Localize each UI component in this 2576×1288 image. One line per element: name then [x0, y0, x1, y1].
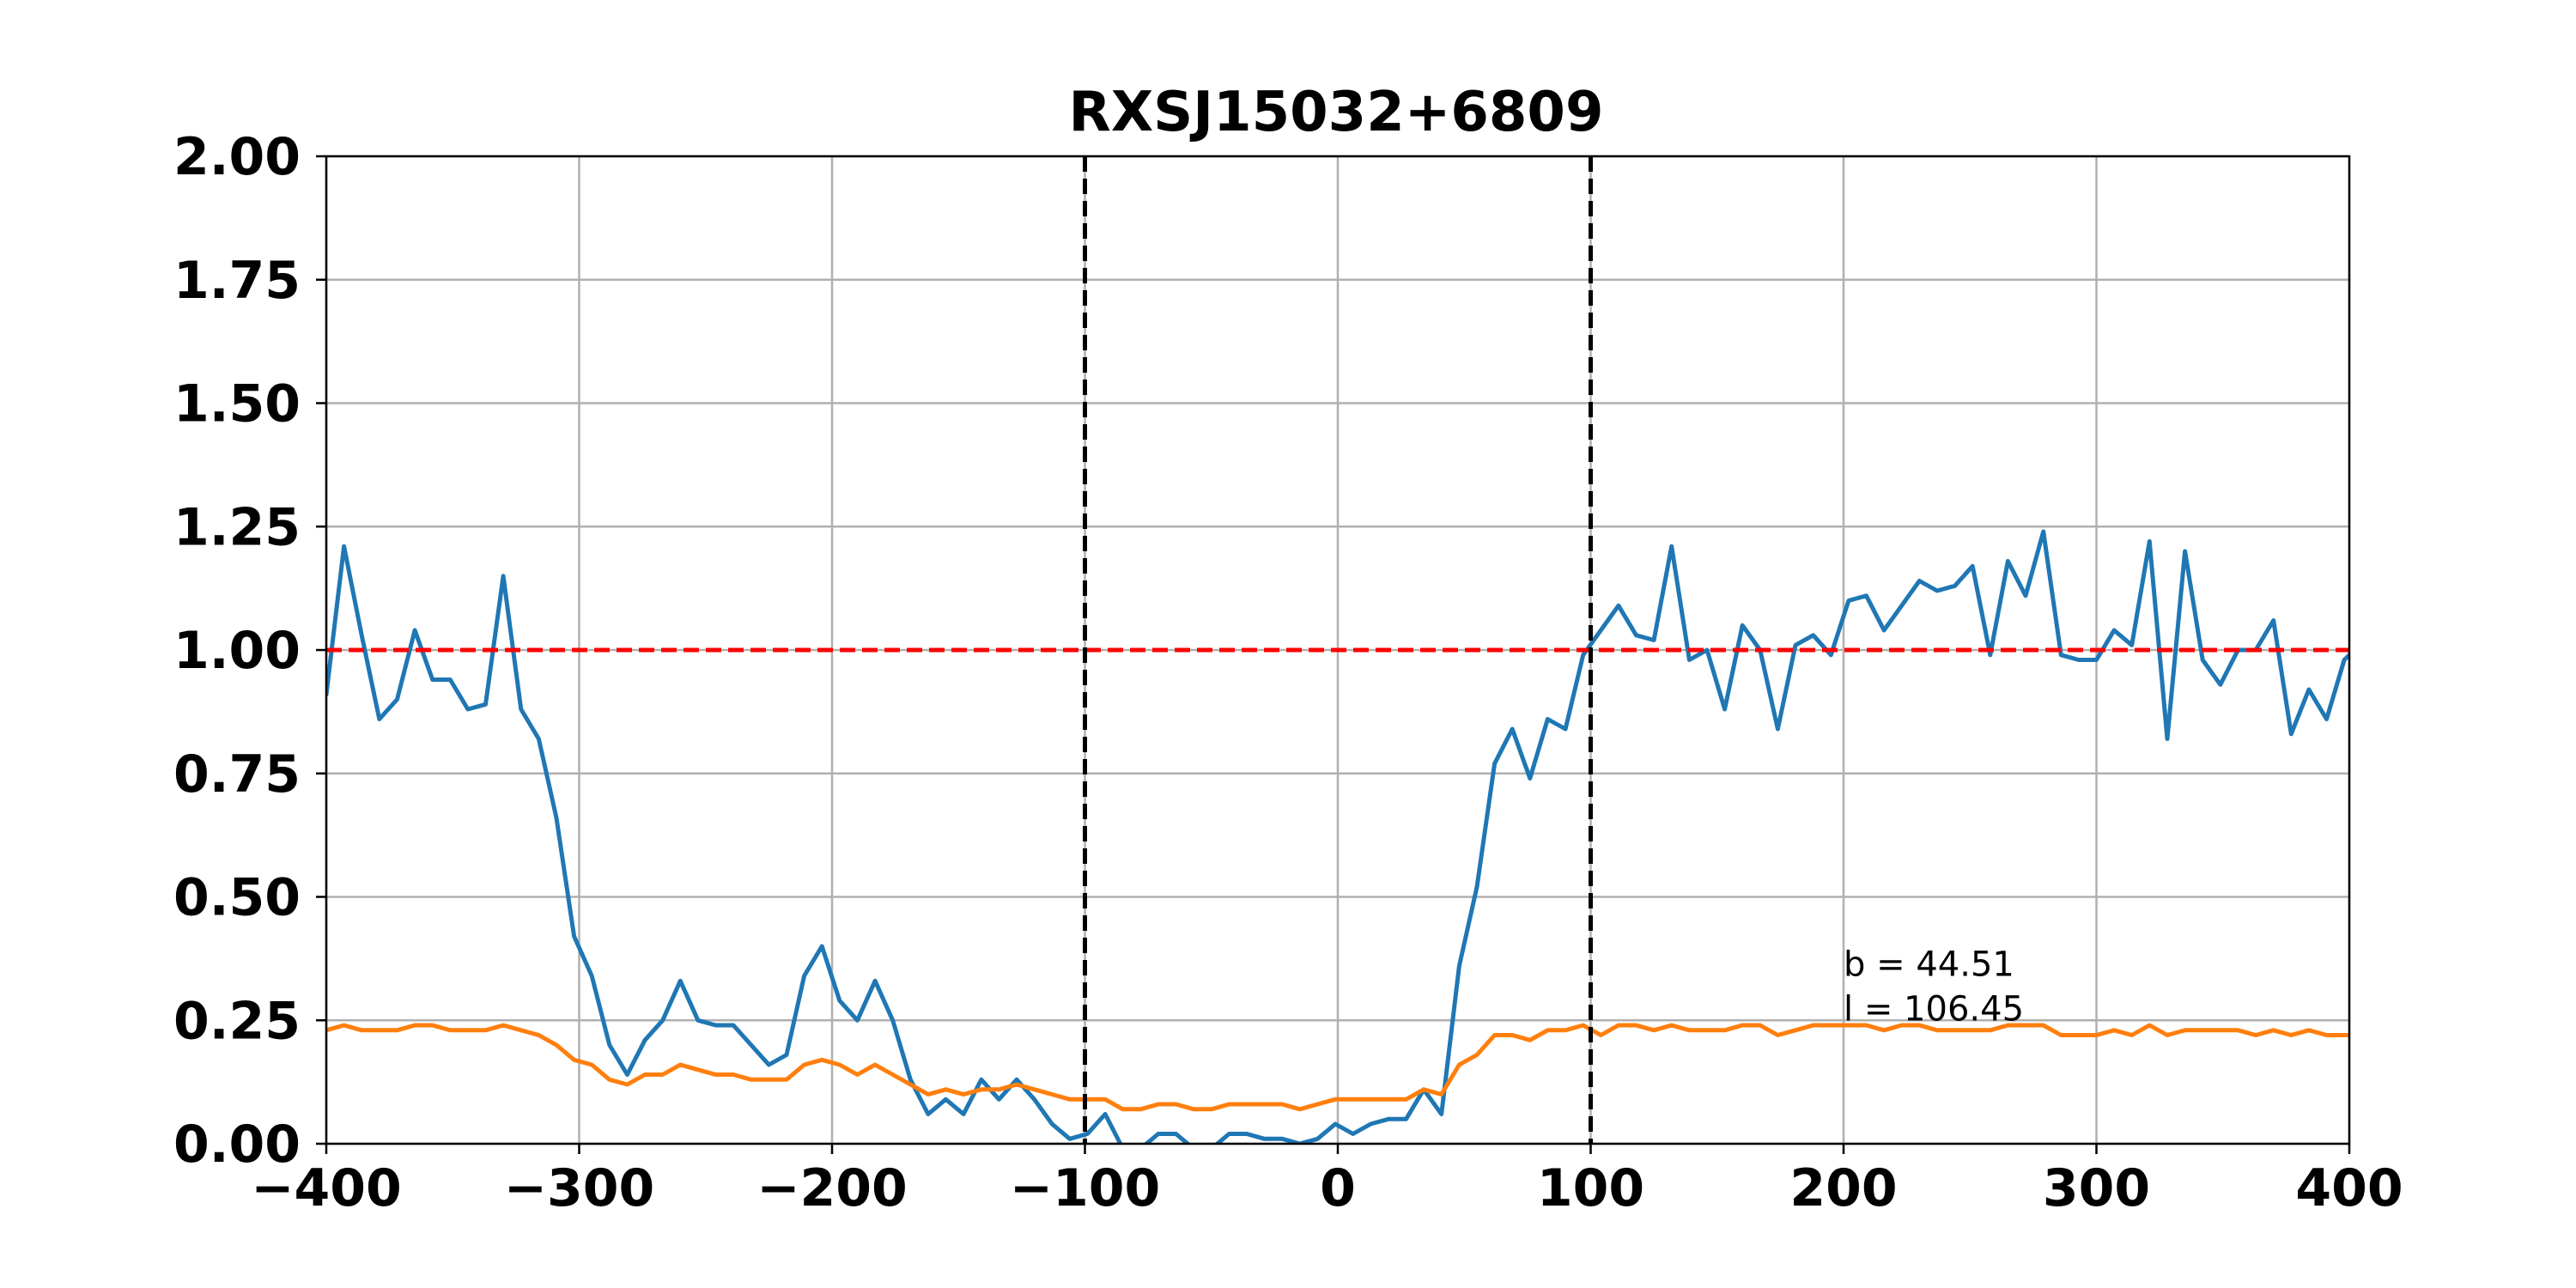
x-tick-label: 200 [1789, 1158, 1897, 1218]
y-tick-label: 2.00 [173, 127, 301, 187]
y-tick-label: 1.50 [173, 374, 301, 434]
y-tick-label: 0.25 [173, 991, 301, 1051]
plot-area [326, 529, 2349, 1144]
annotation-text: b = 44.51 [1844, 945, 2014, 985]
y-tick-label: 0.75 [173, 744, 301, 805]
series-line-0 [326, 529, 2349, 1144]
x-tick-label: 0 [1320, 1158, 1356, 1218]
y-tick-label: 1.25 [173, 497, 301, 557]
y-axis: 0.00 0.25 0.50 0.75 1.00 1.25 1.50 1.75 2.00 [173, 127, 326, 1175]
chart-title: RXSJ15032+6809 [1069, 81, 1604, 144]
y-tick-label: 1.75 [173, 251, 301, 311]
series-line-1 [326, 1023, 2349, 1112]
x-tick-label: −200 [756, 1158, 908, 1218]
x-tick-label: −300 [504, 1158, 655, 1218]
x-tick-label: 300 [2043, 1158, 2150, 1218]
annotation-text: l = 106.45 [1844, 989, 2024, 1029]
y-tick-label: 0.00 [173, 1115, 301, 1175]
x-tick-label: −100 [1010, 1158, 1161, 1218]
x-tick-label: 100 [1537, 1158, 1644, 1218]
x-axis: −400 −300 −200 −100 0 100 200 300 400 [251, 1144, 2403, 1218]
y-tick-label: 0.50 [173, 868, 301, 928]
x-tick-label: −400 [251, 1158, 402, 1218]
y-tick-label: 1.00 [173, 621, 301, 681]
reference-lines [326, 156, 2349, 1144]
x-tick-label: 400 [2295, 1158, 2403, 1218]
annotations: b = 44.51l = 106.45 [1844, 945, 2024, 1030]
